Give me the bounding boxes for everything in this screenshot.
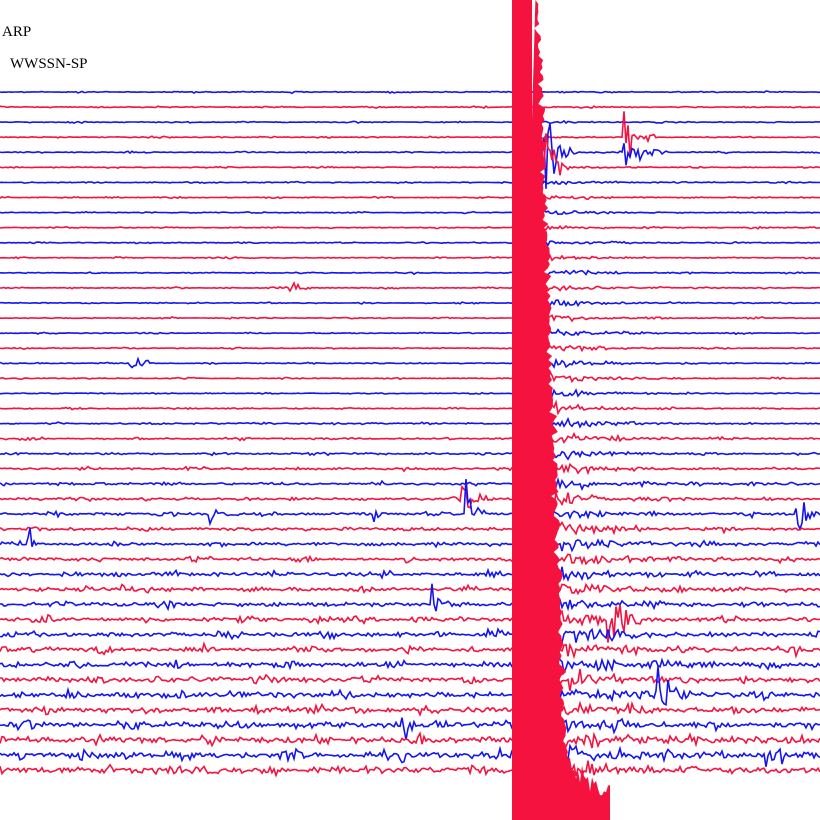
trace bbox=[0, 668, 820, 691]
trace bbox=[0, 462, 820, 476]
trace bbox=[0, 280, 820, 293]
trace bbox=[0, 314, 820, 327]
trace bbox=[0, 476, 820, 492]
trace bbox=[0, 90, 820, 95]
trace bbox=[0, 484, 820, 509]
trace bbox=[0, 209, 820, 216]
trace bbox=[0, 624, 820, 645]
trace bbox=[0, 133, 820, 176]
trace bbox=[0, 582, 820, 598]
trace bbox=[0, 239, 820, 247]
trace bbox=[0, 649, 820, 676]
trace bbox=[0, 193, 820, 201]
trace bbox=[0, 299, 820, 308]
trace bbox=[0, 429, 820, 448]
trace bbox=[0, 416, 820, 429]
trace bbox=[0, 446, 820, 462]
trace bbox=[0, 111, 820, 157]
trace bbox=[0, 583, 820, 617]
trace bbox=[0, 479, 820, 532]
main-arrival-coda bbox=[512, 0, 572, 820]
trace bbox=[0, 715, 820, 741]
trace bbox=[0, 399, 820, 418]
trace bbox=[0, 370, 820, 384]
trace bbox=[0, 604, 820, 643]
trace bbox=[0, 328, 820, 337]
trace bbox=[0, 387, 820, 400]
filter-label: WWSSN-SP bbox=[10, 56, 88, 72]
trace bbox=[0, 730, 820, 749]
trace bbox=[0, 119, 820, 125]
trace bbox=[0, 666, 820, 711]
trace bbox=[0, 356, 820, 371]
trace bbox=[0, 123, 820, 189]
trace bbox=[0, 527, 820, 553]
trace bbox=[0, 520, 820, 536]
trace bbox=[0, 759, 820, 781]
trace bbox=[0, 566, 820, 583]
trace bbox=[0, 105, 820, 110]
trace bbox=[0, 641, 820, 660]
trace bbox=[0, 222, 820, 231]
trace bbox=[0, 553, 820, 574]
trace bbox=[0, 698, 820, 727]
trace bbox=[0, 253, 820, 263]
coda-tail bbox=[540, 669, 610, 820]
trace bbox=[0, 344, 820, 353]
trace bbox=[0, 742, 820, 770]
trace bbox=[0, 269, 820, 276]
station-label: ARP bbox=[2, 24, 31, 40]
trace bbox=[0, 180, 820, 186]
